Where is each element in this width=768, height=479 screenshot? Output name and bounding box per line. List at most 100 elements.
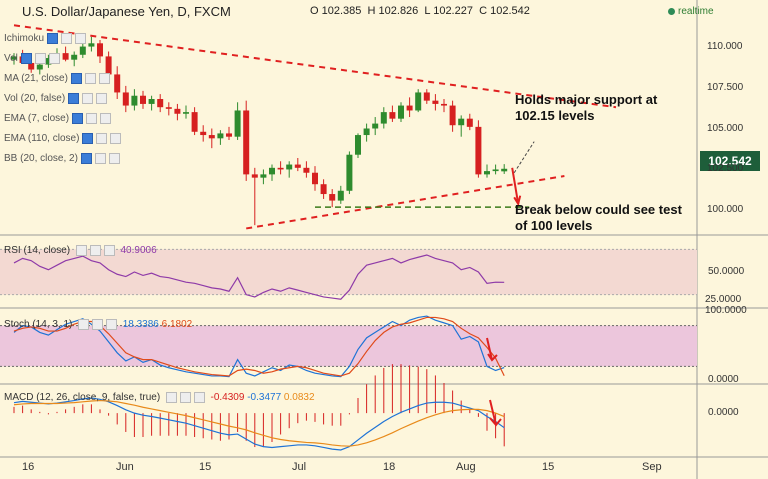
macd-line — [13, 397, 505, 451]
candle-body — [148, 99, 155, 104]
indicator-row[interactable]: BB (20, close, 2) — [4, 153, 120, 164]
settings-icon[interactable] — [94, 153, 106, 164]
candle-body — [165, 107, 172, 109]
rsi-tick-label: 25.0000 — [705, 294, 742, 306]
candle-body — [28, 62, 35, 70]
indicator-label: EMA (110, close) — [4, 133, 80, 145]
eye-icon[interactable] — [72, 113, 84, 124]
indicator-row[interactable]: Vol (20, false) — [4, 93, 108, 105]
candle-body — [88, 43, 95, 47]
candle-body — [277, 167, 284, 170]
price-tick-label: 105.000 — [707, 122, 744, 134]
stoch-down-arrow — [486, 337, 498, 362]
resistance-trendline — [13, 24, 617, 109]
date-tick-label: Aug — [456, 461, 476, 473]
candle-body — [97, 43, 103, 57]
candle-body — [251, 174, 258, 178]
candle-body — [372, 123, 379, 129]
candle-body — [294, 164, 301, 168]
stoch-tick-label: 100.0000 — [705, 305, 747, 316]
settings-icon[interactable] — [96, 133, 108, 144]
eye-icon[interactable] — [20, 53, 32, 64]
realtime-indicator: realtime — [668, 6, 714, 17]
close-icon[interactable] — [110, 133, 122, 144]
settings-icon[interactable] — [86, 113, 98, 124]
stoch-legend: Stoch (14, 3, 1) 18.3386 6.1802 — [4, 319, 193, 331]
candle-body — [337, 190, 344, 201]
date-tick-label: 15 — [199, 461, 212, 473]
open-value: 102.385 — [321, 5, 362, 17]
close-icon[interactable] — [48, 53, 60, 64]
candle-body — [346, 154, 353, 191]
eye-icon — [179, 392, 191, 403]
indicator-row[interactable]: MA (21, close) — [4, 73, 110, 84]
candle-body — [243, 110, 250, 175]
close-icon[interactable] — [98, 73, 110, 84]
candle-body — [458, 118, 465, 126]
candle-body — [492, 169, 499, 172]
eye-icon[interactable] — [82, 133, 94, 144]
eye-icon[interactable] — [68, 93, 80, 104]
close-icon — [193, 392, 205, 403]
eye-icon[interactable] — [80, 153, 92, 164]
eye-icon[interactable] — [47, 33, 59, 44]
settings-icon[interactable] — [82, 93, 94, 104]
indicator-row[interactable]: Ichimoku — [4, 33, 87, 45]
price-tick-label: 107.500 — [707, 81, 744, 93]
indicator-row[interactable]: EMA (7, close) — [4, 113, 112, 125]
candle-body — [286, 164, 293, 170]
candle-body — [475, 126, 482, 175]
close-icon[interactable] — [108, 153, 120, 164]
candle-body — [131, 95, 138, 106]
candle-body — [105, 56, 112, 75]
settings-icon[interactable] — [34, 53, 46, 64]
date-tick-label: Sep — [642, 461, 662, 473]
settings-icon[interactable] — [61, 33, 73, 44]
candle-body — [484, 171, 490, 175]
stoch-tick-label: 0.0000 — [708, 374, 739, 385]
down-arrow — [511, 167, 520, 205]
indicator-label: EMA (7, close) — [4, 113, 70, 125]
rsi-band — [0, 249, 697, 295]
low-value: 102.227 — [433, 5, 473, 17]
indicator-label: Vol (20, false) — [4, 93, 66, 105]
date-tick-label: Jul — [292, 461, 307, 473]
macd-signal-line — [13, 399, 505, 447]
down-arrow-head — [513, 195, 522, 207]
indicator-label: BB (20, close, 2) — [4, 153, 78, 165]
indicator-row[interactable]: EMA (110, close) — [4, 133, 122, 145]
candle-body — [380, 112, 387, 124]
rsi-tick-label: 50.0000 — [708, 266, 745, 277]
date-tick-label: Jun — [116, 461, 134, 473]
candle-body — [226, 133, 232, 137]
eye-icon — [92, 319, 104, 330]
macd-down-arrow — [489, 399, 502, 427]
close-icon[interactable] — [75, 33, 87, 44]
candle-body — [71, 54, 78, 60]
break-annotation: Break below could see test of 100 levels — [515, 202, 682, 233]
candle-body — [329, 194, 336, 201]
candle-body — [11, 56, 17, 60]
settings-icon[interactable] — [84, 73, 96, 84]
settings-icon — [165, 392, 177, 403]
close-icon[interactable] — [100, 113, 112, 124]
eye-icon — [89, 245, 101, 256]
eye-icon[interactable] — [70, 73, 82, 84]
symbol-title[interactable]: U.S. Dollar/Japanese Yen, D, FXCM — [22, 4, 231, 19]
candle-body — [441, 103, 447, 106]
indicator-label: Ichimoku — [4, 33, 45, 45]
indicator-row[interactable]: Vol — [4, 53, 60, 64]
support-trendline — [246, 175, 565, 230]
date-tick-label: 15 — [542, 461, 555, 473]
candle-body — [114, 74, 121, 93]
candle-body — [183, 112, 189, 114]
macd-legend: MACD (12, 26, close, 9, false, true) -0.… — [4, 392, 315, 404]
close-icon[interactable] — [96, 93, 108, 104]
candle-body — [406, 105, 413, 111]
candle-body — [234, 110, 241, 137]
candle-body — [79, 46, 86, 55]
stoch-band — [0, 325, 697, 367]
rsi-line — [13, 254, 505, 300]
price-tick-label: 110.000 — [707, 40, 743, 52]
candle-body — [45, 58, 52, 65]
